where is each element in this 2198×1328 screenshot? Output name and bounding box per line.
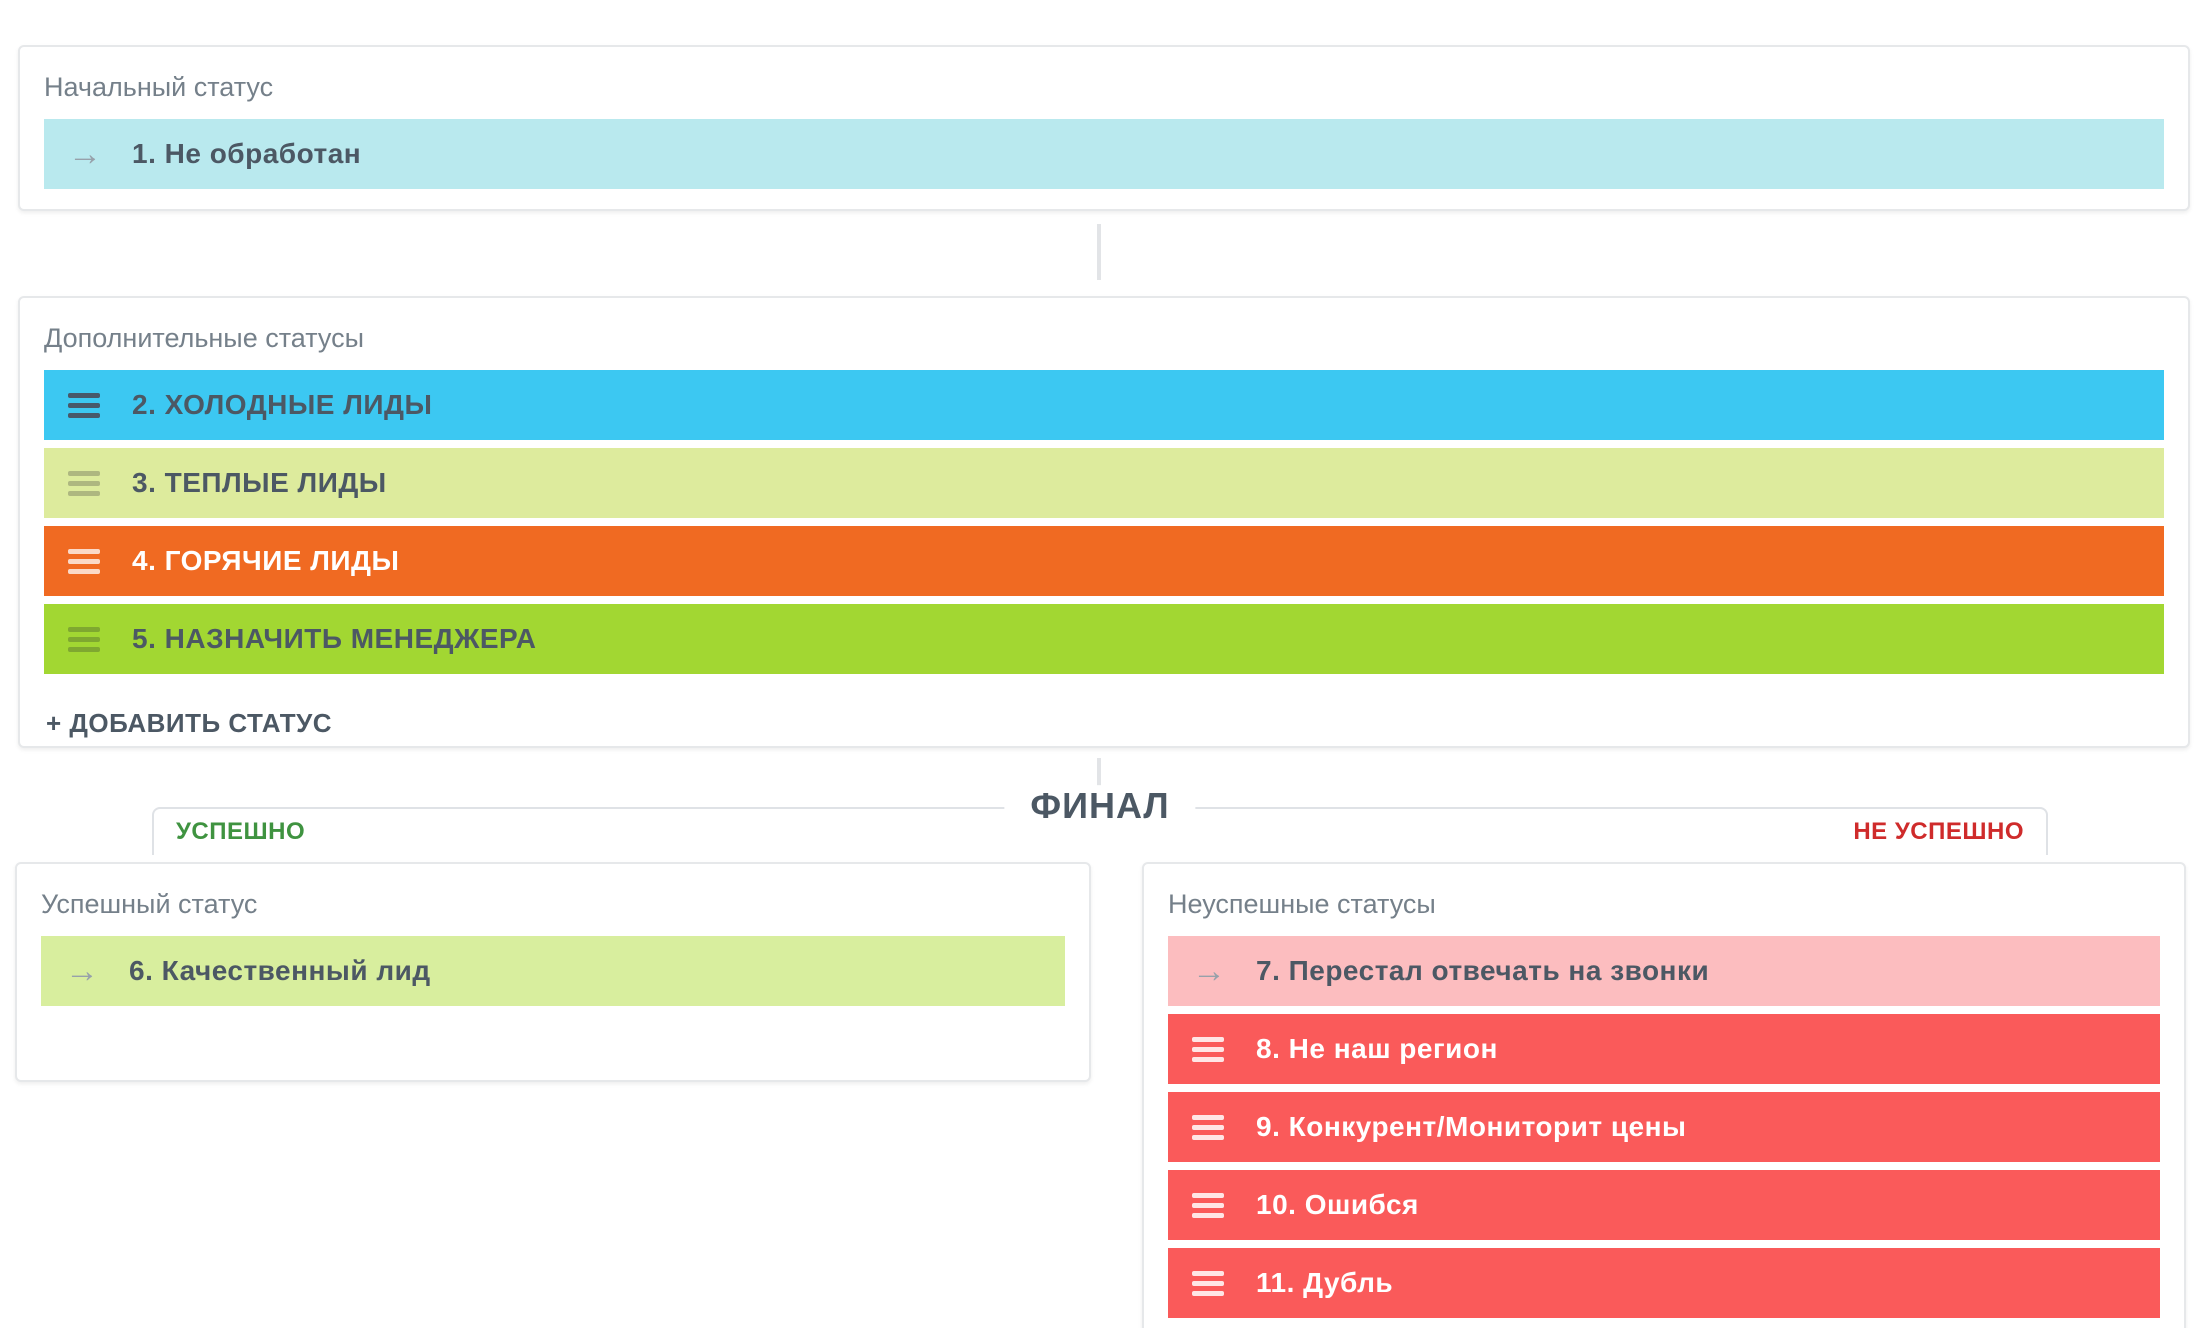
final-connector-line xyxy=(1097,758,1101,788)
status-label: 5. НАЗНАЧИТЬ МЕНЕДЖЕРА xyxy=(132,623,537,654)
success-side-label: УСПЕШНО xyxy=(176,818,306,845)
drag-handle-icon[interactable] xyxy=(1192,1036,1224,1062)
drag-handle-icon[interactable] xyxy=(68,626,100,652)
initial-panel-title: Начальный статус xyxy=(44,72,274,102)
status-label: 2. ХОЛОДНЫЕ ЛИДЫ xyxy=(132,389,433,420)
drag-handle-icon[interactable] xyxy=(1192,1114,1224,1140)
arrow-icon: → xyxy=(68,135,102,173)
status-label: 7. Перестал отвечать на звонки xyxy=(1256,955,1710,986)
success-status-list: → 6. Качественный лид xyxy=(41,936,1065,1006)
arrow-icon: → xyxy=(1192,952,1226,990)
status-label: 9. Конкурент/Мониторит цены xyxy=(1256,1111,1687,1142)
status-label: 8. Не наш регион xyxy=(1256,1033,1498,1064)
fail-status-list: → 7. Перестал отвечать на звонки 8. Не наш… xyxy=(1168,936,2160,1318)
final-divider-title: ФИНАЛ xyxy=(1004,785,1196,828)
status-bar[interactable]: 5. НАЗНАЧИТЬ МЕНЕДЖЕРА xyxy=(44,604,2164,674)
add-status-button[interactable]: + ДОБАВИТЬ СТАТУС xyxy=(46,708,333,738)
status-label: 6. Качественный лид xyxy=(129,955,431,986)
initial-status-panel: Начальный статус → 1. Не обработан xyxy=(18,45,2190,211)
drag-handle-icon[interactable] xyxy=(1192,1192,1224,1218)
status-bar[interactable]: 9. Конкурент/Мониторит цены xyxy=(1168,1092,2160,1162)
success-panel-title: Успешный статус xyxy=(41,889,258,919)
initial-status-list: → 1. Не обработан xyxy=(44,119,2164,189)
drag-handle-icon[interactable] xyxy=(68,548,100,574)
success-status-panel: Успешный статус → 6. Качественный лид xyxy=(15,862,1091,1082)
status-bar[interactable]: 10. Ошибся xyxy=(1168,1170,2160,1240)
status-label: 3. ТЕПЛЫЕ ЛИДЫ xyxy=(132,467,387,498)
status-label: 10. Ошибся xyxy=(1256,1189,1419,1220)
status-bar[interactable]: → 7. Перестал отвечать на звонки xyxy=(1168,936,2160,1006)
additional-status-list: 2. ХОЛОДНЫЕ ЛИДЫ 3. ТЕПЛЫЕ ЛИДЫ 4. ГОРЯЧИЕ… xyxy=(44,370,2164,674)
drag-handle-icon[interactable] xyxy=(68,470,100,496)
status-bar[interactable]: 3. ТЕПЛЫЕ ЛИДЫ xyxy=(44,448,2164,518)
status-label: 11. Дубль xyxy=(1256,1267,1394,1298)
fail-side-label: НЕ УСПЕШНО xyxy=(1853,818,2024,845)
status-bar[interactable]: 8. Не наш регион xyxy=(1168,1014,2160,1084)
status-bar[interactable]: 11. Дубль xyxy=(1168,1248,2160,1318)
arrow-icon: → xyxy=(65,952,99,990)
drag-handle-icon[interactable] xyxy=(1192,1270,1224,1296)
status-bar[interactable]: → 1. Не обработан xyxy=(44,119,2164,189)
drag-handle-icon[interactable] xyxy=(68,392,100,418)
status-bar[interactable]: → 6. Качественный лид xyxy=(41,936,1065,1006)
status-label: 4. ГОРЯЧИЕ ЛИДЫ xyxy=(132,545,400,576)
fail-panel-title: Неуспешные статусы xyxy=(1168,889,1436,919)
panel-connector-line xyxy=(1097,224,1101,280)
fail-statuses-panel: Неуспешные статусы → 7. Перестал отвечать… xyxy=(1142,862,2186,1328)
additional-panel-title: Дополнительные статусы xyxy=(44,323,364,353)
status-bar[interactable]: 4. ГОРЯЧИЕ ЛИДЫ xyxy=(44,526,2164,596)
additional-statuses-panel: Дополнительные статусы 2. ХОЛОДНЫЕ ЛИДЫ 3… xyxy=(18,296,2190,748)
status-label: 1. Не обработан xyxy=(132,138,362,169)
status-bar[interactable]: 2. ХОЛОДНЫЕ ЛИДЫ xyxy=(44,370,2164,440)
